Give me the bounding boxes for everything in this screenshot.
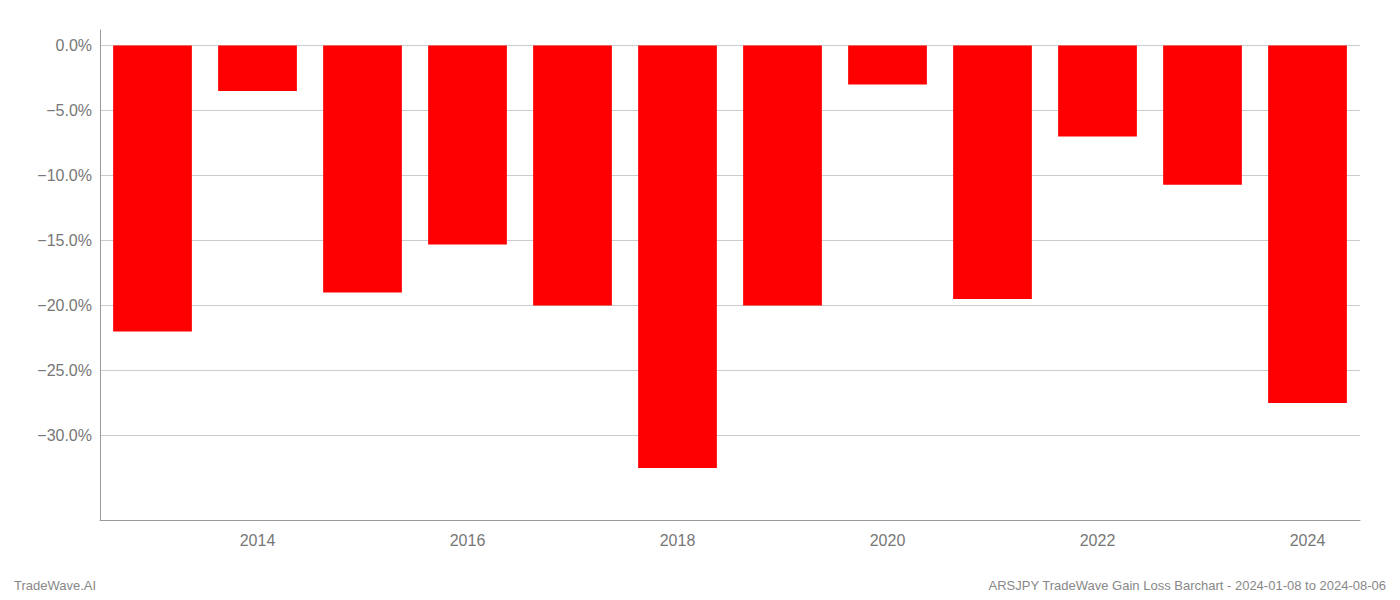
- svg-text:2022: 2022: [1080, 532, 1116, 549]
- svg-text:2020: 2020: [870, 532, 906, 549]
- svg-text:ARSJPY TradeWave Gain Loss Bar: ARSJPY TradeWave Gain Loss Barchart - 20…: [989, 578, 1386, 593]
- svg-text:2018: 2018: [660, 532, 696, 549]
- svg-text:0.0%: 0.0%: [56, 37, 92, 54]
- svg-text:−5.0%: −5.0%: [46, 102, 92, 119]
- svg-text:2016: 2016: [450, 532, 486, 549]
- svg-text:2014: 2014: [240, 532, 276, 549]
- svg-text:−30.0%: −30.0%: [37, 427, 92, 444]
- svg-text:−10.0%: −10.0%: [37, 167, 92, 184]
- svg-text:−15.0%: −15.0%: [37, 232, 92, 249]
- svg-text:−20.0%: −20.0%: [37, 297, 92, 314]
- svg-text:TradeWave.AI: TradeWave.AI: [14, 578, 96, 593]
- svg-text:−25.0%: −25.0%: [37, 362, 92, 379]
- svg-text:2024: 2024: [1290, 532, 1326, 549]
